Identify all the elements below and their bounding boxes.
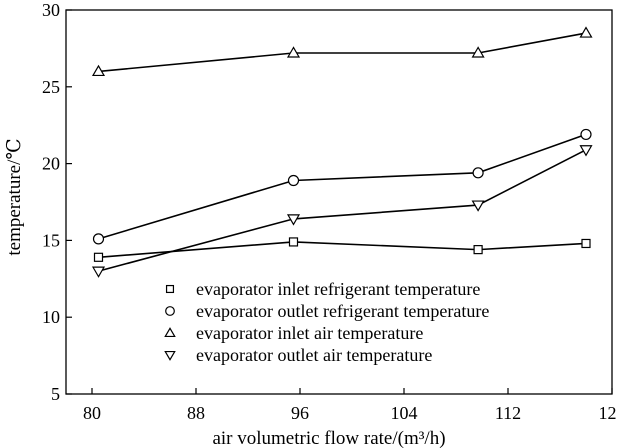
legend-entry: evaporator inlet air temperature xyxy=(164,323,423,343)
legend: evaporator inlet refrigerant temperature… xyxy=(164,279,489,365)
axis-ticks: 80 88 96 104 112 120 5 10 15 20 25 30 xyxy=(42,0,617,423)
legend-marker xyxy=(165,306,175,316)
y-tick-label: 25 xyxy=(42,77,60,97)
data-point xyxy=(287,174,300,187)
data-point xyxy=(580,128,592,141)
series-group xyxy=(91,26,593,278)
y-tick-label: 20 xyxy=(42,154,60,174)
x-tick-label: 112 xyxy=(495,403,521,423)
data-point xyxy=(286,46,301,58)
legend-entry: evaporator outlet air temperature xyxy=(164,345,432,365)
data-point xyxy=(91,64,106,77)
series-line xyxy=(98,241,587,259)
x-tick-label: 104 xyxy=(391,403,418,423)
y-tick-label: 5 xyxy=(51,384,60,404)
x-tick-label: 80 xyxy=(83,403,101,423)
data-point xyxy=(579,145,593,157)
legend-label: evaporator outlet refrigerant temperatur… xyxy=(196,301,489,321)
legend-label: evaporator inlet air temperature xyxy=(196,323,423,343)
data-point xyxy=(472,167,484,179)
x-tick-label: 120 xyxy=(599,403,617,423)
x-tick-label: 96 xyxy=(291,403,309,423)
y-tick-label: 10 xyxy=(42,307,60,327)
data-point xyxy=(92,233,105,245)
x-tick-label: 88 xyxy=(187,403,205,423)
data-point xyxy=(91,266,106,278)
series-line xyxy=(98,133,587,240)
series-2 xyxy=(92,128,592,245)
x-axis-label: air volumetric flow rate/(m³/h) xyxy=(212,428,445,448)
legend-label: evaporator outlet air temperature xyxy=(196,345,432,365)
data-point xyxy=(471,200,485,212)
series-4 xyxy=(91,145,593,278)
data-point xyxy=(581,238,591,249)
plot-area xyxy=(65,9,613,395)
legend-marker xyxy=(164,327,176,338)
series-3 xyxy=(91,26,593,77)
legend-marker xyxy=(165,284,175,294)
series-1 xyxy=(93,237,591,262)
data-point xyxy=(288,237,299,247)
y-tick-label: 30 xyxy=(42,0,60,20)
data-point xyxy=(579,26,593,38)
legend-label: evaporator inlet refrigerant temperature xyxy=(196,279,480,299)
legend-marker xyxy=(164,350,176,361)
legend-entry: evaporator outlet refrigerant temperatur… xyxy=(165,301,489,321)
data-point xyxy=(93,252,104,262)
data-point xyxy=(286,214,301,226)
series-line xyxy=(98,149,587,272)
y-tick-label: 15 xyxy=(42,230,60,250)
data-point xyxy=(471,46,485,58)
legend-entry: evaporator inlet refrigerant temperature xyxy=(165,279,480,299)
series-line xyxy=(98,32,587,73)
plot-border xyxy=(65,9,613,395)
y-axis-label: temperature/℃ xyxy=(4,138,25,255)
data-point xyxy=(473,245,483,255)
